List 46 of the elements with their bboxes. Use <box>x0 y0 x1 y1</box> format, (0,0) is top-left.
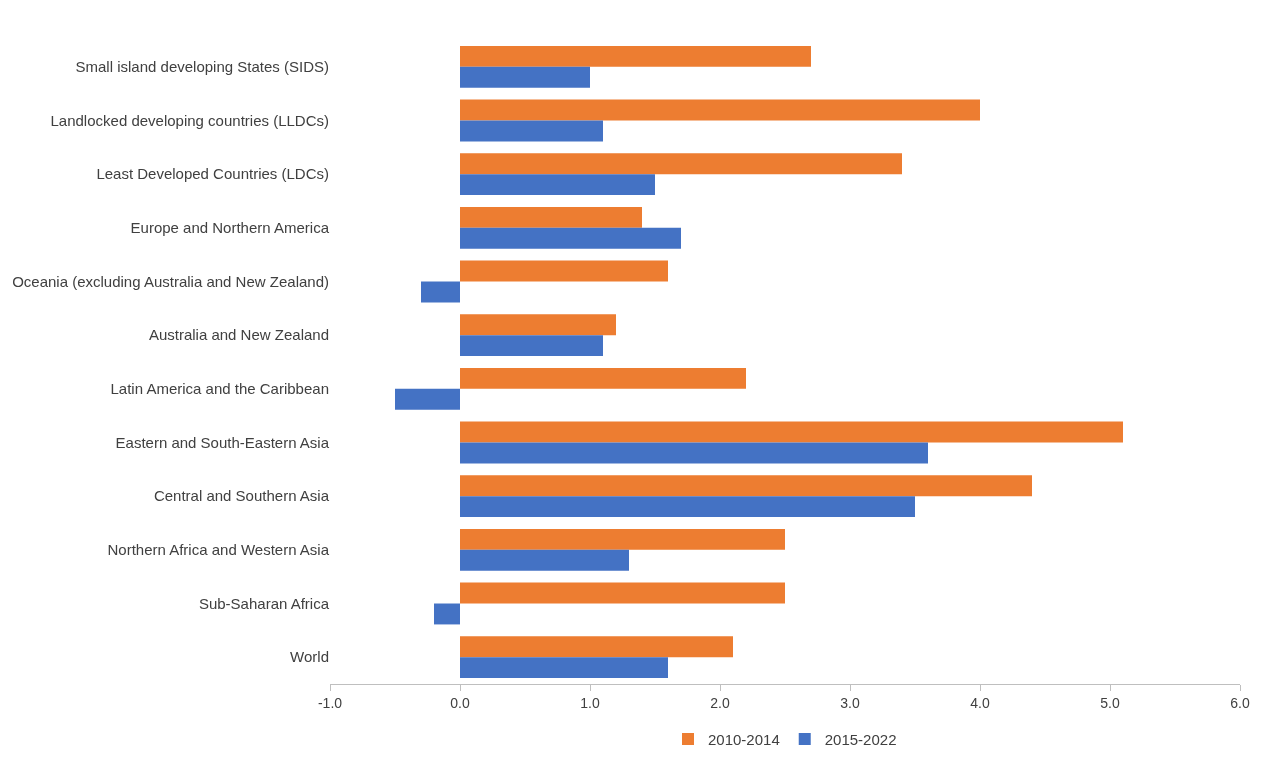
y-tick-label: Small island developing States (SIDS) <box>75 58 329 76</box>
y-tick-label: Eastern and South-Eastern Asia <box>115 433 330 451</box>
bar <box>460 657 668 679</box>
bar <box>460 99 980 121</box>
y-tick-label: Landlocked developing countries (LLDCs) <box>50 111 329 129</box>
y-tick-label: Oceania (excluding Australia and New Zealand) <box>12 272 329 290</box>
x-tick-label: 6.0 <box>1230 694 1250 711</box>
bar <box>460 367 746 389</box>
x-tick-label: 2.0 <box>710 694 730 711</box>
y-tick-label: Sub-Saharan Africa <box>198 594 330 612</box>
bar <box>460 227 681 249</box>
bar <box>460 314 616 336</box>
bar <box>460 206 642 228</box>
y-tick-label: World <box>290 648 329 666</box>
bar <box>421 281 460 303</box>
y-tick-label: Latin America and the Caribbean <box>110 380 329 398</box>
bar <box>460 582 785 604</box>
bar <box>460 475 1032 497</box>
bar <box>460 45 811 67</box>
bar <box>460 153 902 175</box>
x-tick-label: 5.0 <box>1100 694 1120 711</box>
bar <box>460 120 603 142</box>
y-tick-label: Central and Southern Asia <box>153 487 330 505</box>
bar <box>460 549 629 571</box>
x-tick-label: 3.0 <box>840 694 860 711</box>
x-tick-label: 1.0 <box>580 694 600 711</box>
legend-label: 2010-2014 <box>708 730 780 748</box>
y-tick-label: Northern Africa and Western Asia <box>107 541 330 559</box>
x-tick-label: -1.0 <box>317 694 343 711</box>
y-tick-label: Europe and Northern America <box>130 219 330 237</box>
bar <box>460 260 668 282</box>
x-tick-label: 4.0 <box>970 694 990 711</box>
bar <box>460 174 655 196</box>
bar <box>434 603 460 625</box>
bar <box>460 421 1123 443</box>
bar <box>395 388 460 410</box>
bar <box>460 528 785 550</box>
x-tick-label: 0.0 <box>450 694 470 711</box>
bar <box>460 335 603 357</box>
legend-label: 2015-2022 <box>824 730 897 748</box>
bar <box>460 496 915 518</box>
bar <box>460 66 590 88</box>
bar <box>460 636 733 658</box>
y-tick-label: Australia and New Zealand <box>148 326 329 344</box>
bar <box>460 442 928 464</box>
y-tick-label: Least Developed Countries (LDCs) <box>96 165 329 183</box>
